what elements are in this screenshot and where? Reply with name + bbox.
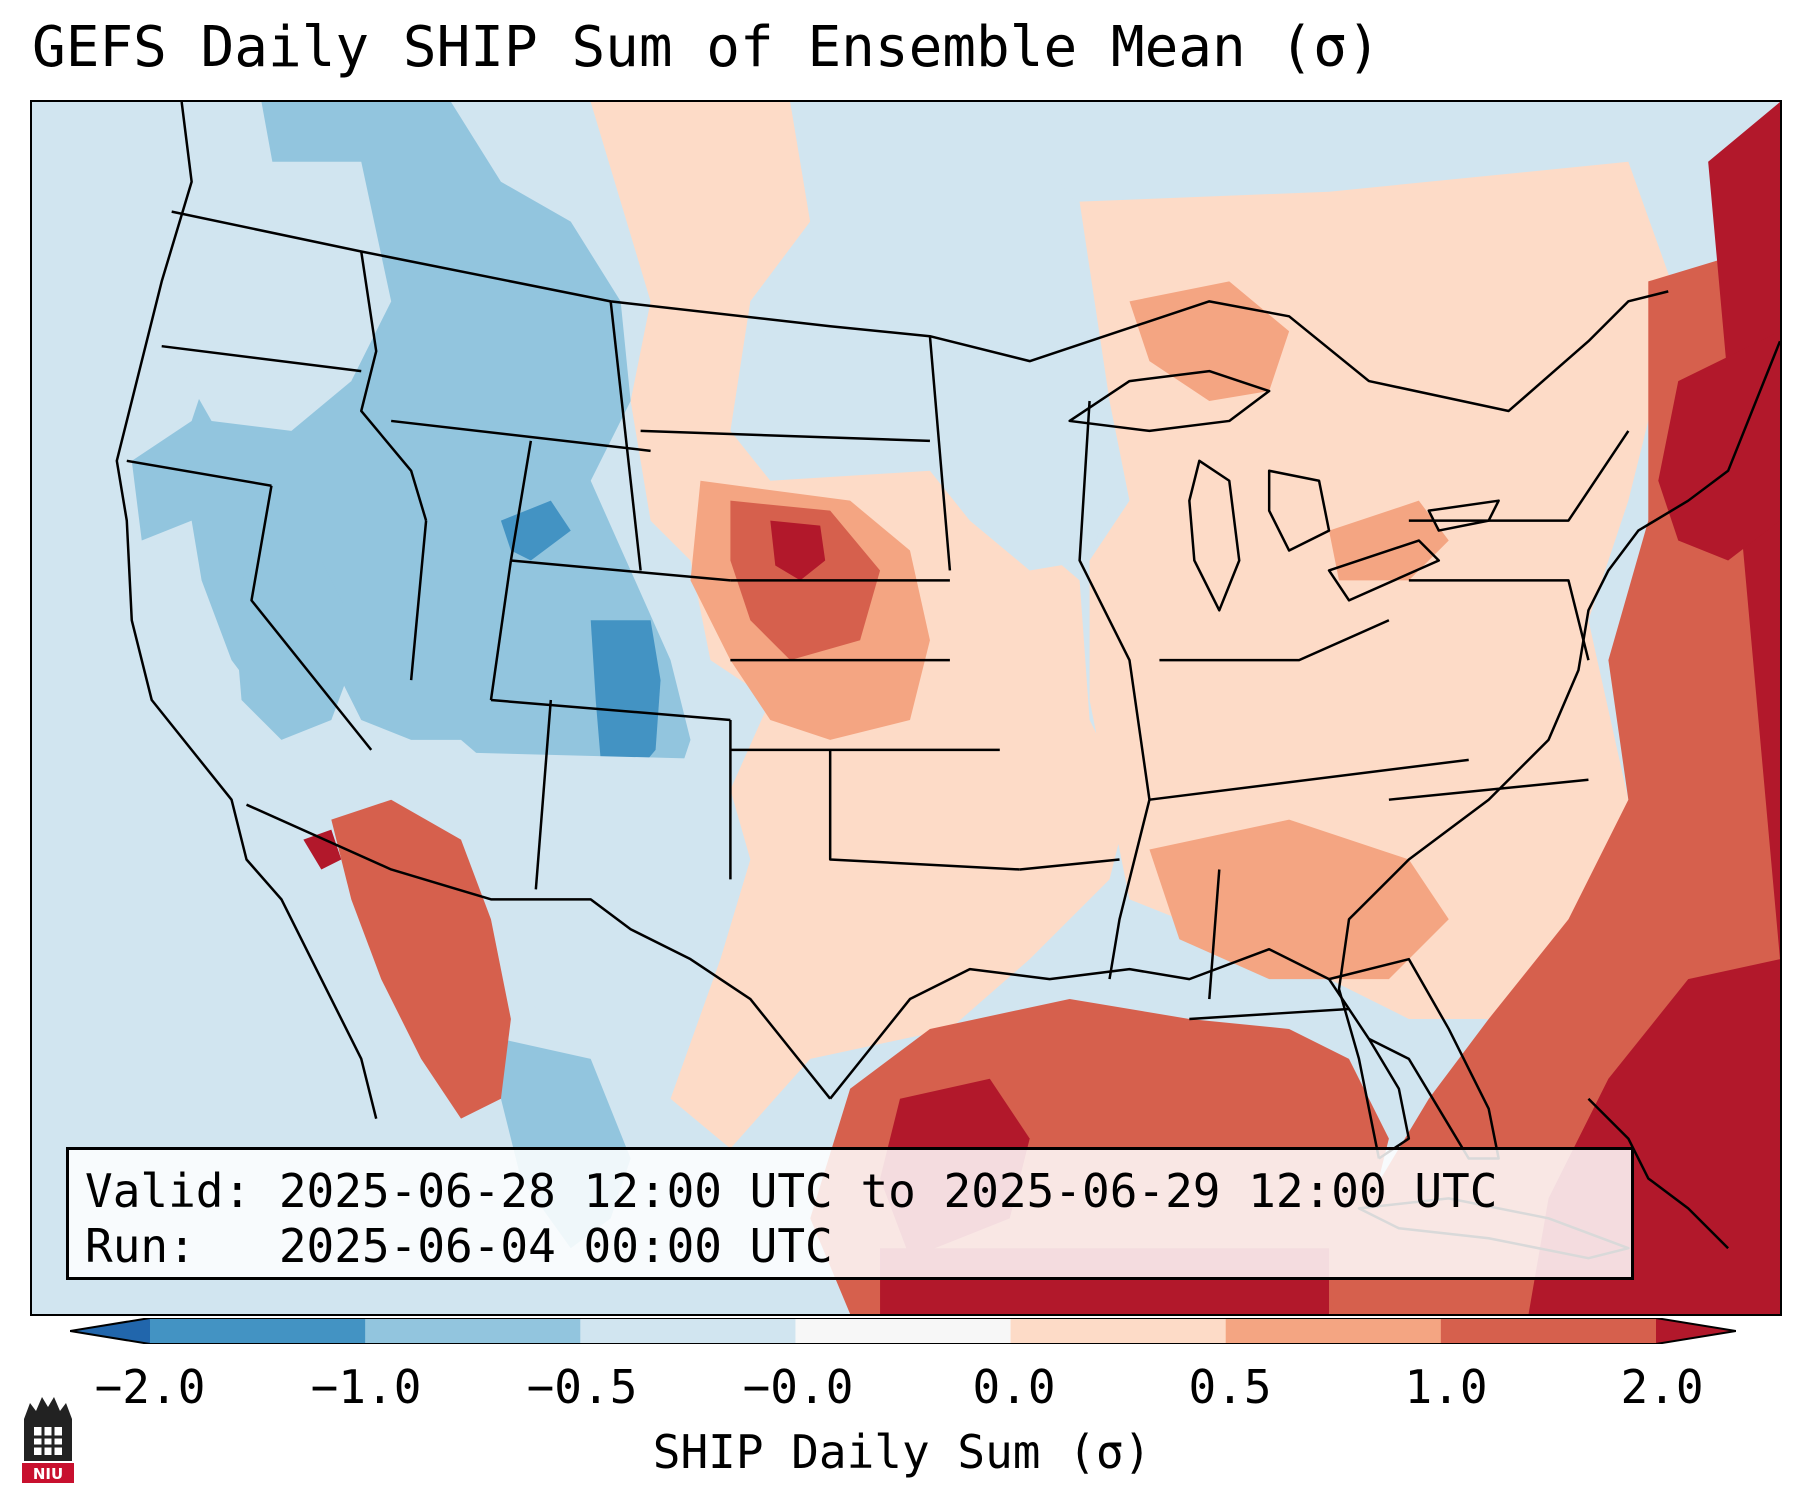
state-boundary-wy (509, 440, 533, 561)
lake-michigan (1188, 459, 1241, 612)
valid-time-line: Valid: 2025-06-28 12:00 UTC to 2025-06-2… (85, 1164, 1498, 1218)
validity-info-box: Valid: 2025-06-28 12:00 UTC to 2025-06-2… (66, 1147, 1634, 1280)
anomaly-field-darkred-baja (303, 829, 342, 870)
niu-logo-icon: NIU (22, 1397, 74, 1483)
map-panel (30, 100, 1782, 1316)
anomaly-field-orange-greatlakes (1129, 281, 1290, 402)
colorbar-bin (150, 1318, 366, 1344)
colorbar-label: SHIP Daily Sum (σ) (652, 1425, 1152, 1479)
colorbar-bin (580, 1318, 796, 1344)
colorbar-tick-label: 2.0 (1620, 1360, 1704, 1414)
anomaly-field-orange-southeast (1149, 819, 1449, 980)
colorbar-bin (795, 1318, 1012, 1344)
colorbar-tick-label: 1.0 (1404, 1360, 1488, 1414)
state-boundary-ok-tx (828, 749, 1020, 871)
state-boundary-ar-la (1019, 858, 1120, 871)
state-boundary-ut-co (489, 560, 513, 701)
anomaly-field-blue-colorado-core (590, 620, 661, 780)
coastline-west (115, 102, 378, 1119)
colorbar-tick-label: 0.0 (972, 1360, 1056, 1414)
colorbar-bin (1440, 1318, 1657, 1344)
colorbar (70, 1318, 1736, 1344)
anomaly-field-darkred-northeast (1658, 331, 1780, 561)
state-boundary-va-nc (1388, 778, 1589, 801)
colorbar-tick-label: −2.0 (94, 1360, 206, 1414)
state-boundary-nv-ca (250, 485, 373, 751)
coastline-bahamas (1587, 1097, 1730, 1250)
map-canvas (32, 102, 1780, 1314)
run-time-line: Run: 2025-06-04 00:00 UTC (85, 1219, 833, 1274)
state-boundary-or-ca (126, 459, 272, 487)
chart-title: GEFS Daily SHIP Sum of Ensemble Mean (σ) (32, 15, 1381, 80)
colorbar-tick-label: −0.5 (526, 1360, 638, 1414)
state-boundary-mn-east (928, 336, 952, 571)
state-boundary-id-east (359, 251, 428, 521)
state-boundary-ny (1408, 430, 1630, 522)
colorbar-bin (1010, 1318, 1227, 1344)
state-boundary-co-south (490, 698, 731, 722)
state-boundary-pa (1408, 579, 1590, 661)
colorbar-bin (365, 1318, 581, 1344)
lake-erie (1327, 539, 1441, 602)
coastline-gulf (829, 947, 1411, 1160)
anomaly-field-lightblue-southwest (361, 749, 791, 1059)
anomaly-field-red-baja (331, 799, 511, 1119)
colorbar-tick-label: 0.5 (1188, 1360, 1272, 1414)
border-canada (171, 210, 1669, 413)
lake-ontario (1427, 499, 1500, 532)
state-boundary-tn (1149, 758, 1469, 801)
colorbar-bin (1225, 1318, 1442, 1344)
state-boundary-mt-south (391, 419, 651, 453)
anomaly-field-darkred-nebraska (770, 520, 826, 581)
anomaly-field-darkred-atlantic (1528, 102, 1780, 1314)
state-boundary-wa-or (161, 344, 362, 373)
anomaly-field-lightblue-pnw (161, 161, 392, 431)
state-boundary-co-north (510, 559, 731, 582)
state-boundary-az-nm (534, 699, 553, 890)
colorbar-extend-high (1656, 1318, 1736, 1344)
logo-text: NIU (33, 1465, 63, 1483)
state-boundary-ga-fl (1189, 1007, 1350, 1021)
colorbar-tick-label: −0.0 (742, 1360, 854, 1414)
state-boundary-ohio (1159, 619, 1390, 662)
state-boundary-dakotas (609, 301, 642, 571)
state-boundary-nd-sd (640, 429, 930, 443)
state-boundary-nv-ut (409, 520, 428, 681)
border-mexico (245, 803, 832, 1100)
colorbar-extend-low (70, 1318, 150, 1344)
state-boundary-al-ga (1208, 869, 1221, 1000)
lake-huron (1267, 469, 1331, 552)
state-boundary-mississippi (1078, 400, 1151, 980)
lake-superior (1068, 369, 1271, 433)
colorbar-tick-label: −1.0 (310, 1360, 422, 1414)
